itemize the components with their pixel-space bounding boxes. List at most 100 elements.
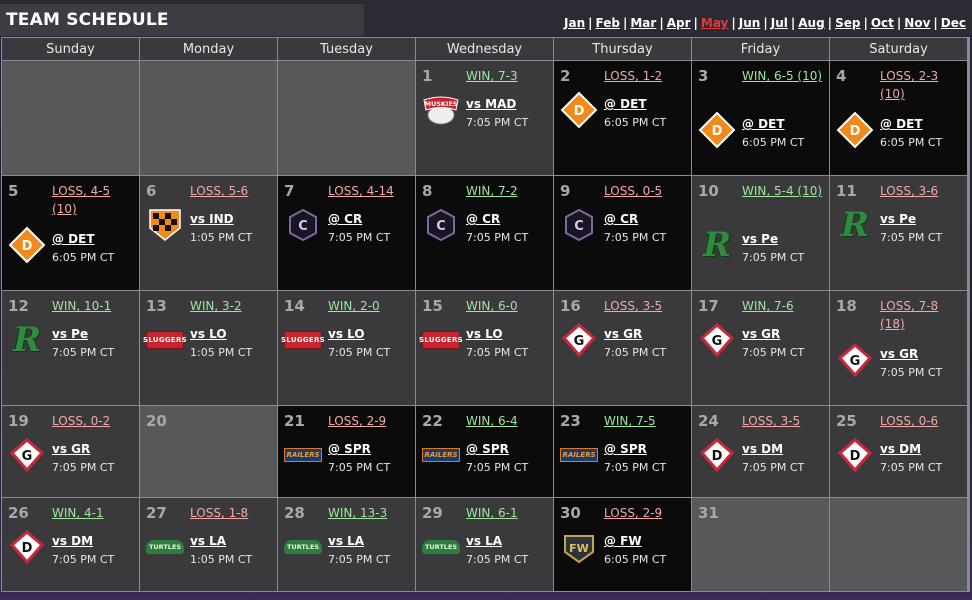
- opponent-link[interactable]: vs DM: [880, 442, 922, 456]
- game-result-link[interactable]: LOSS, 3-5: [742, 414, 801, 428]
- calendar-cell-game[interactable]: 29 WIN, 6-1 TURTLES vs LA 7:05 PM CT: [416, 498, 553, 591]
- opponent-link[interactable]: vs MAD: [466, 97, 517, 111]
- game-result-link[interactable]: WIN, 6-1: [466, 506, 518, 520]
- opponent-link[interactable]: @ SPR: [604, 442, 647, 456]
- game-result-link[interactable]: LOSS, 0-5: [604, 184, 663, 198]
- calendar-cell-game[interactable]: 6 LOSS, 5-6 vs IND 1:05 PM CT: [140, 176, 277, 290]
- opponent-link[interactable]: vs LA: [328, 534, 365, 548]
- game-result-link[interactable]: WIN, 3-2: [190, 299, 242, 313]
- calendar-cell-game[interactable]: 23 WIN, 7-5 RAILERS @ SPR 7:05 PM CT: [554, 406, 691, 497]
- opponent-link[interactable]: @ CR: [466, 212, 501, 226]
- opponent-link[interactable]: @ SPR: [466, 442, 509, 456]
- calendar-cell-game[interactable]: 30 LOSS, 2-9 FW @ FW 6:05 PM CT: [554, 498, 691, 591]
- opponent-link[interactable]: @ SPR: [328, 442, 371, 456]
- game-result-link[interactable]: LOSS, 1-2: [604, 69, 663, 83]
- opponent-link[interactable]: vs GR: [880, 347, 919, 361]
- month-link-mar[interactable]: Mar: [630, 16, 657, 30]
- calendar-cell-game[interactable]: 15 WIN, 6-0 SLUGGERS vs LO 7:05 PM CT: [416, 291, 553, 405]
- opponent-link[interactable]: @ DET: [742, 117, 785, 131]
- month-link-apr[interactable]: Apr: [666, 16, 691, 30]
- opponent-link[interactable]: vs GR: [52, 442, 91, 456]
- calendar-cell-game[interactable]: 14 WIN, 2-0 SLUGGERS vs LO 7:05 PM CT: [278, 291, 415, 405]
- calendar-cell-game[interactable]: 2 LOSS, 1-2 D @ DET 6:05 PM CT: [554, 61, 691, 175]
- month-link-dec[interactable]: Dec: [940, 16, 966, 30]
- opponent-link[interactable]: @ CR: [328, 212, 363, 226]
- month-link-aug[interactable]: Aug: [798, 16, 825, 30]
- calendar-cell-game[interactable]: 28 WIN, 13-3 TURTLES vs LA 7:05 PM CT: [278, 498, 415, 591]
- game-result-link[interactable]: WIN, 10-1: [52, 299, 112, 313]
- opponent-link[interactable]: vs LA: [466, 534, 503, 548]
- opponent-link[interactable]: vs Pe: [52, 327, 89, 341]
- svg-text:D: D: [22, 239, 33, 254]
- game-result-link[interactable]: WIN, 6-0: [466, 299, 518, 313]
- game-result-link[interactable]: WIN, 5-4 (10): [742, 184, 823, 198]
- game-result-link[interactable]: LOSS, 3-5: [604, 299, 663, 313]
- opponent-link[interactable]: @ CR: [604, 212, 639, 226]
- game-result-link[interactable]: LOSS, 5-6: [190, 184, 249, 198]
- calendar-cell-game[interactable]: 5 LOSS, 4-5 (10) D @ DET 6:05 PM CT: [2, 176, 139, 290]
- game-result-link[interactable]: LOSS, 1-8: [190, 506, 249, 520]
- opponent-link[interactable]: vs LA: [190, 534, 227, 548]
- calendar-cell-game[interactable]: 9 LOSS, 0-5 C @ CR 7:05 PM CT: [554, 176, 691, 290]
- game-result-link[interactable]: LOSS, 4-14: [328, 184, 394, 198]
- calendar-cell-game[interactable]: 8 WIN, 7-2 C @ CR 7:05 PM CT: [416, 176, 553, 290]
- game-result-link[interactable]: WIN, 4-1: [52, 506, 104, 520]
- opponent-link[interactable]: vs DM: [742, 442, 784, 456]
- month-link-may[interactable]: May: [700, 16, 729, 30]
- calendar-cell-game[interactable]: 1 WIN, 7-3 MUSKIES vs MAD 7:05 PM CT: [416, 61, 553, 175]
- opponent-link[interactable]: vs LO: [190, 327, 227, 341]
- game-result-link[interactable]: LOSS, 3-6: [880, 184, 939, 198]
- calendar-cell-game[interactable]: 21 LOSS, 2-9 RAILERS @ SPR 7:05 PM CT: [278, 406, 415, 497]
- game-result-link[interactable]: LOSS, 2-9: [604, 506, 663, 520]
- opponent-link[interactable]: vs GR: [742, 327, 781, 341]
- opponent-link[interactable]: vs IND: [190, 212, 234, 226]
- month-link-feb[interactable]: Feb: [595, 16, 620, 30]
- game-result-link[interactable]: WIN, 7-2: [466, 184, 518, 198]
- month-link-jul[interactable]: Jul: [770, 16, 788, 30]
- calendar-cell-game[interactable]: 27 LOSS, 1-8 TURTLES vs LA 1:05 PM CT: [140, 498, 277, 591]
- opponent-link[interactable]: vs LO: [328, 327, 365, 341]
- calendar-cell-game[interactable]: 13 WIN, 3-2 SLUGGERS vs LO 1:05 PM CT: [140, 291, 277, 405]
- opponent-link[interactable]: @ DET: [52, 232, 95, 246]
- calendar-cell-game[interactable]: 22 WIN, 6-4 RAILERS @ SPR 7:05 PM CT: [416, 406, 553, 497]
- game-result-link[interactable]: LOSS, 0-2: [52, 414, 111, 428]
- opponent-link[interactable]: @ FW: [604, 534, 642, 548]
- game-result-link[interactable]: WIN, 2-0: [328, 299, 380, 313]
- game-result-link[interactable]: LOSS, 0-6: [880, 414, 939, 428]
- opponent-link[interactable]: @ DET: [880, 117, 923, 131]
- game-result-link[interactable]: WIN, 7-3: [466, 69, 518, 83]
- month-link-oct[interactable]: Oct: [870, 16, 894, 30]
- opponent-link[interactable]: vs DM: [52, 534, 94, 548]
- calendar-cell-game[interactable]: 3 WIN, 6-5 (10) D @ DET 6:05 PM CT: [692, 61, 829, 175]
- month-link-jan[interactable]: Jan: [564, 16, 586, 30]
- opponent-link[interactable]: @ DET: [604, 97, 647, 111]
- calendar-cell-game[interactable]: 4 LOSS, 2-3 (10) D @ DET 6:05 PM CT: [830, 61, 967, 175]
- game-result-link[interactable]: WIN, 6-5 (10): [742, 69, 823, 83]
- game-result-link[interactable]: WIN, 6-4: [466, 414, 518, 428]
- game-result-link[interactable]: WIN, 13-3: [328, 506, 388, 520]
- opponent-link[interactable]: vs LO: [466, 327, 503, 341]
- game-result-link[interactable]: WIN, 7-6: [742, 299, 794, 313]
- month-link-jun[interactable]: Jun: [738, 16, 761, 30]
- game-result-link[interactable]: LOSS, 2-9: [328, 414, 387, 428]
- month-link-nov[interactable]: Nov: [904, 16, 931, 30]
- game-result-link[interactable]: LOSS, 7-8 (18): [880, 299, 939, 331]
- opponent-link[interactable]: vs Pe: [742, 232, 779, 246]
- game-result-link[interactable]: WIN, 7-5: [604, 414, 656, 428]
- opponent-link[interactable]: vs GR: [604, 327, 643, 341]
- month-link-sep[interactable]: Sep: [835, 16, 861, 30]
- opponent-link[interactable]: vs Pe: [880, 212, 917, 226]
- calendar-cell-game[interactable]: 7 LOSS, 4-14 C @ CR 7:05 PM CT: [278, 176, 415, 290]
- game-result-link[interactable]: LOSS, 4-5 (10): [52, 184, 111, 216]
- game-result-link[interactable]: LOSS, 2-3 (10): [880, 69, 939, 101]
